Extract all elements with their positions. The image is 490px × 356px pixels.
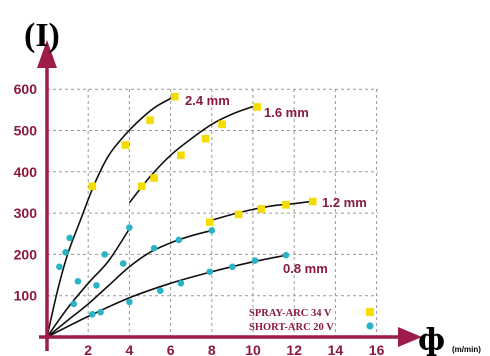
curves — [46, 96, 311, 338]
grid — [47, 88, 378, 337]
spray-arc-point-1-2-mm-4 — [308, 197, 317, 206]
curve-2-4-mm — [46, 96, 174, 338]
short-arc-point-0-8-mm-5 — [206, 268, 214, 276]
x-tick-label-4: 4 — [126, 342, 134, 356]
spray-arc-point-2-4-mm-0 — [88, 182, 97, 191]
y-tick-label-600: 600 — [14, 81, 38, 97]
short-arc-point-1-6-mm-0 — [74, 277, 82, 285]
x-tick-label-14: 14 — [328, 342, 344, 356]
short-arc-point-0-8-mm-8 — [282, 251, 290, 259]
short-arc-point-2-4-mm-1 — [62, 249, 69, 256]
x-tick-label-12: 12 — [286, 342, 302, 356]
spray-arc-point-1-6-mm-5 — [253, 103, 261, 111]
legend-label-spray-arc: SPRAY-ARC 34 V — [249, 308, 332, 319]
axes: 2 4 6 8 10 12 14 16 100 200 300 400 500 600 — [14, 40, 422, 356]
spray-arc-point-2-4-mm-3 — [170, 92, 179, 101]
short-arc-point-2-4-mm-2 — [66, 234, 73, 242]
spray-arc-point-1-6-mm-2 — [177, 151, 185, 160]
x-axis-symbol: ф — [418, 323, 445, 356]
y-tick-label-400: 400 — [14, 164, 38, 180]
curve-upper-1-6-mm — [128, 105, 254, 204]
y-tick-label-500: 500 — [14, 123, 38, 139]
chart-title: (I) — [24, 17, 60, 54]
spray-arc-point-1-2-mm-1 — [234, 210, 243, 219]
x-tick-label-8: 8 — [208, 342, 216, 356]
spray-arc-point-1-6-mm-1 — [150, 174, 158, 182]
short-arc-point-0-8-mm-6 — [229, 263, 236, 271]
series-label-1-2-mm: 1.2 mm — [322, 195, 367, 210]
spray-arc-point-1-2-mm-0 — [205, 218, 214, 226]
x-axis-arrow — [398, 327, 422, 347]
legend-marker-short-arc — [366, 322, 374, 330]
short-arc-point-1-2-mm-1 — [93, 282, 100, 289]
legend-label-short-arc: SHORT-ARC 20 V — [249, 322, 334, 333]
series-label-2-4-mm: 2.4 mm — [185, 93, 230, 108]
spray-arc-point-1-6-mm-0 — [137, 182, 146, 191]
x-tick-label-2: 2 — [84, 342, 92, 356]
short-arc-point-2-4-mm-0 — [56, 263, 63, 271]
y-tick-label-200: 200 — [14, 246, 38, 262]
short-arc-point-0-8-mm-3 — [157, 287, 164, 295]
short-arc-point-1-6-mm-2 — [126, 224, 133, 231]
series-label-0-8-mm: 0.8 mm — [283, 261, 328, 276]
legend: SPRAY-ARC 34 V SHORT-ARC 20 V — [249, 308, 374, 333]
short-arc-point-0-8-mm-7 — [251, 257, 259, 264]
curve-1-6-mm — [46, 228, 131, 338]
spray-arc-point-2-4-mm-1 — [121, 141, 130, 149]
short-arc-point-1-2-mm-0 — [70, 300, 78, 308]
short-arc-point-1-2-mm-4 — [175, 236, 183, 244]
data-points — [56, 92, 317, 318]
y-axis-arrow — [37, 40, 57, 68]
short-arc-point-0-8-mm-4 — [177, 280, 185, 287]
legend-marker-spray-arc — [366, 308, 374, 316]
spray-arc-point-1-2-mm-2 — [257, 205, 266, 213]
short-arc-point-0-8-mm-0 — [89, 310, 96, 318]
x-tick-label-6: 6 — [167, 342, 175, 356]
x-axis-unit: (m/min) — [452, 345, 481, 354]
short-arc-point-1-2-mm-2 — [119, 260, 127, 267]
y-tick-label-300: 300 — [14, 205, 38, 221]
short-arc-point-0-8-mm-2 — [126, 298, 133, 306]
spray-arc-point-1-6-mm-4 — [218, 120, 226, 129]
spray-arc-point-1-2-mm-3 — [282, 201, 290, 209]
spray-arc-point-1-6-mm-3 — [201, 134, 210, 143]
x-tick-label-10: 10 — [245, 342, 261, 356]
short-arc-point-1-2-mm-3 — [150, 244, 158, 252]
series-label-1-6-mm: 1.6 mm — [264, 105, 309, 120]
short-arc-point-0-8-mm-1 — [97, 308, 104, 316]
short-arc-point-1-6-mm-1 — [101, 251, 108, 258]
x-tick-label-16: 16 — [369, 342, 385, 356]
spray-arc-point-2-4-mm-2 — [146, 116, 154, 124]
short-arc-point-1-2-mm-5 — [208, 227, 216, 234]
curve-1-2-mm — [46, 229, 213, 338]
y-tick-label-100: 100 — [14, 288, 38, 304]
labels: 2.4 mm 1.6 mm 1.2 mm 0.8 mm — [185, 93, 367, 276]
